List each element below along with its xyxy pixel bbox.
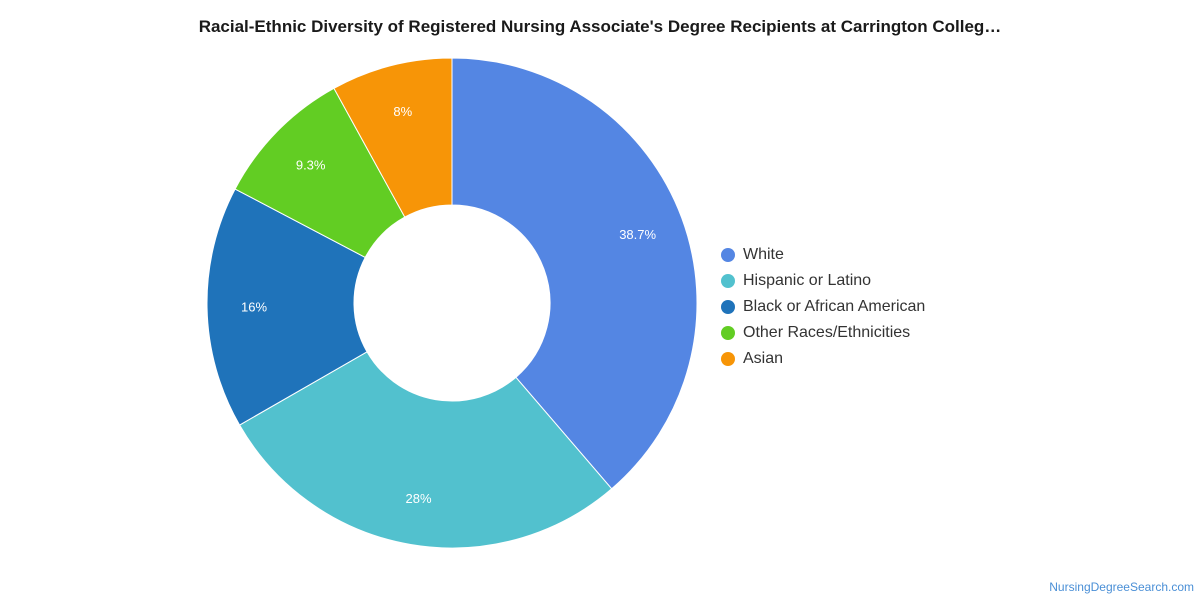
- chart-legend: White Hispanic or Latino Black or African …: [721, 242, 925, 372]
- legend-label: Other Races/Ethnicities: [743, 324, 911, 341]
- legend-item[interactable]: Black or African American: [721, 294, 925, 320]
- slice-black-or-african-american[interactable]: [206, 188, 368, 426]
- legend-label: Hispanic or Latino: [743, 272, 872, 289]
- legend-item[interactable]: Asian: [721, 346, 925, 372]
- legend-swatch-icon: [721, 352, 735, 366]
- legend-swatch-icon: [721, 326, 735, 340]
- data-label: 28%: [406, 491, 432, 506]
- legend-item[interactable]: Hispanic or Latino: [721, 268, 925, 294]
- legend-item[interactable]: White: [721, 242, 925, 268]
- legend-item[interactable]: Other Races/Ethnicities: [721, 320, 925, 346]
- legend-label: Asian: [743, 350, 784, 367]
- legend-swatch-icon: [721, 248, 735, 262]
- chart-title: Racial-Ethnic Diversity of Registered Nu…: [198, 17, 1002, 36]
- source-credit[interactable]: NursingDegreeSearch.com: [1049, 580, 1194, 594]
- slice-hispanic-or-latino[interactable]: [238, 351, 613, 549]
- data-label: 8%: [393, 104, 412, 119]
- data-label: 9.3%: [296, 157, 326, 172]
- data-label: 38.7%: [619, 227, 656, 242]
- slice-asian[interactable]: [333, 57, 453, 218]
- legend-label: White: [743, 246, 784, 263]
- slice-white[interactable]: [451, 57, 698, 490]
- legend-swatch-icon: [721, 274, 735, 288]
- data-label: 16%: [241, 300, 267, 315]
- legend-label: Black or African American: [743, 298, 926, 315]
- legend-swatch-icon: [721, 300, 735, 314]
